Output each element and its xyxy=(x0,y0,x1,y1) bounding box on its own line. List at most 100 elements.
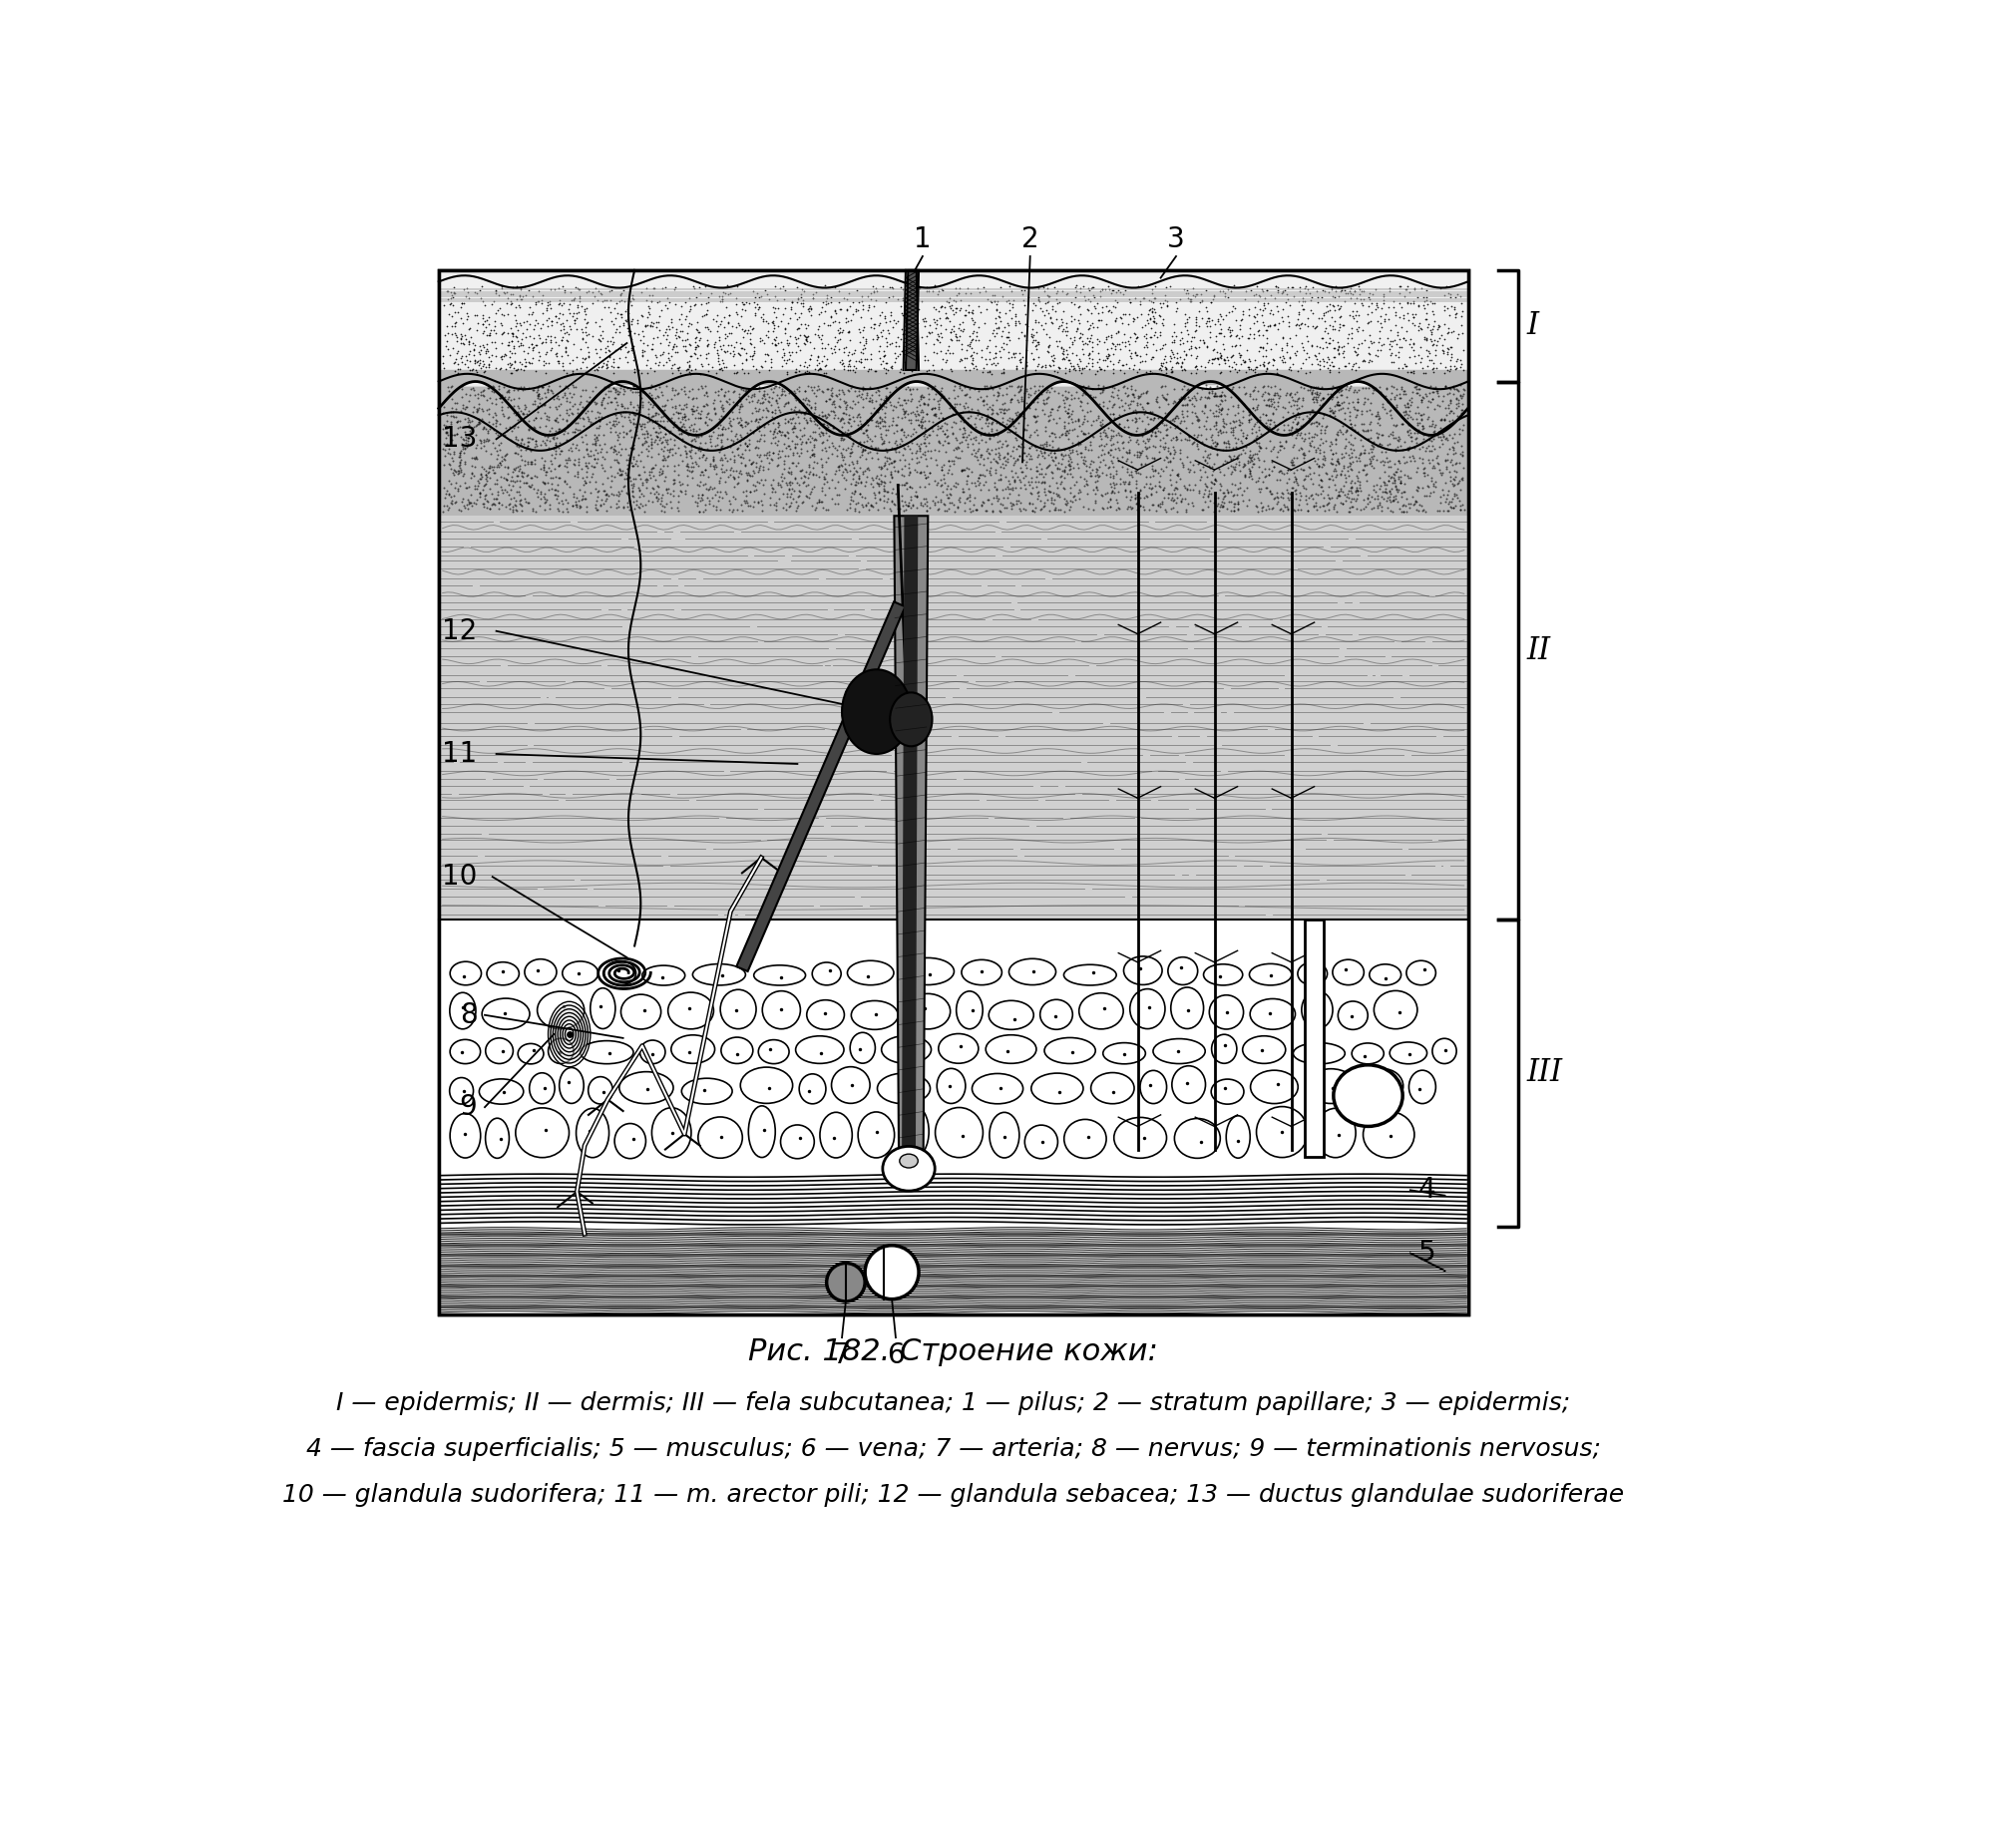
Point xyxy=(1333,301,1365,331)
Point xyxy=(1023,495,1055,525)
Point xyxy=(1235,442,1267,471)
Point xyxy=(982,381,1013,410)
Point xyxy=(1446,442,1478,471)
Point xyxy=(772,375,804,405)
Point xyxy=(999,381,1031,410)
Point xyxy=(862,320,894,349)
Point xyxy=(646,395,678,425)
Point xyxy=(846,418,878,447)
Point xyxy=(1303,381,1335,410)
Point xyxy=(840,490,872,519)
Point xyxy=(896,421,928,451)
Point xyxy=(1281,320,1313,349)
Point xyxy=(774,468,806,497)
Point xyxy=(906,395,938,425)
Point xyxy=(575,442,606,471)
Point xyxy=(1101,458,1133,488)
Point xyxy=(1145,322,1177,351)
Point xyxy=(788,288,820,318)
Point xyxy=(922,436,954,466)
Point xyxy=(790,384,822,414)
Point xyxy=(730,431,762,460)
Point xyxy=(1430,453,1462,482)
Point xyxy=(630,427,662,456)
Point xyxy=(604,418,636,447)
Point xyxy=(473,342,505,371)
Point xyxy=(1406,359,1438,388)
Point xyxy=(930,480,962,510)
Point xyxy=(445,436,477,466)
Point xyxy=(1389,447,1420,477)
Point xyxy=(1265,458,1297,488)
Point xyxy=(1131,482,1163,512)
Point xyxy=(1033,349,1065,379)
Point xyxy=(946,421,978,451)
Point xyxy=(541,480,573,510)
Ellipse shape xyxy=(485,1039,513,1064)
Point xyxy=(1283,407,1315,436)
Point xyxy=(1179,425,1211,455)
Point xyxy=(808,351,840,381)
Point xyxy=(778,414,810,444)
Point xyxy=(1035,456,1067,486)
Point xyxy=(1065,353,1097,383)
Point xyxy=(1383,336,1414,366)
Point xyxy=(698,473,730,503)
Point xyxy=(1271,492,1303,521)
Point xyxy=(581,438,612,468)
Point xyxy=(1199,464,1231,493)
Point xyxy=(600,394,632,423)
Point xyxy=(766,307,798,336)
Point xyxy=(832,285,864,314)
Point xyxy=(1049,359,1081,388)
Point xyxy=(583,405,614,434)
Point xyxy=(698,329,730,359)
Point xyxy=(1349,285,1381,314)
Point xyxy=(1275,355,1307,384)
Point xyxy=(1408,460,1440,490)
Point xyxy=(519,405,551,434)
Point xyxy=(1169,336,1201,366)
Point xyxy=(1438,479,1470,508)
Point xyxy=(1157,444,1189,473)
Point xyxy=(784,288,816,318)
Point xyxy=(900,395,932,425)
Point xyxy=(814,395,846,425)
Point xyxy=(1327,381,1359,410)
Point xyxy=(638,274,670,303)
Point xyxy=(724,384,756,414)
Point xyxy=(632,436,664,466)
Point xyxy=(794,449,826,479)
Point xyxy=(700,449,732,479)
Point xyxy=(930,468,962,497)
Point xyxy=(658,431,690,460)
Ellipse shape xyxy=(882,1035,932,1063)
Point xyxy=(734,386,766,416)
Point xyxy=(1077,421,1109,451)
Point xyxy=(1277,349,1309,379)
Point xyxy=(718,495,750,525)
Point xyxy=(1097,329,1129,359)
Point xyxy=(834,292,866,322)
Point xyxy=(1359,484,1391,514)
Point xyxy=(658,288,690,318)
Point xyxy=(1007,456,1039,486)
Point xyxy=(904,458,936,488)
Point xyxy=(704,477,736,506)
Point xyxy=(732,436,764,466)
Point xyxy=(676,310,708,340)
Point xyxy=(1349,390,1381,419)
Point xyxy=(934,307,966,336)
Point xyxy=(1243,473,1275,503)
Point xyxy=(938,471,970,501)
Point xyxy=(1083,453,1115,482)
Point xyxy=(1355,340,1387,370)
Point xyxy=(1416,418,1448,447)
Point xyxy=(1055,323,1087,353)
Point xyxy=(880,333,912,362)
Point xyxy=(740,412,772,442)
Point xyxy=(573,388,604,418)
Point xyxy=(1279,462,1311,492)
Bar xyxy=(439,1172,1468,1227)
Point xyxy=(1255,405,1287,434)
